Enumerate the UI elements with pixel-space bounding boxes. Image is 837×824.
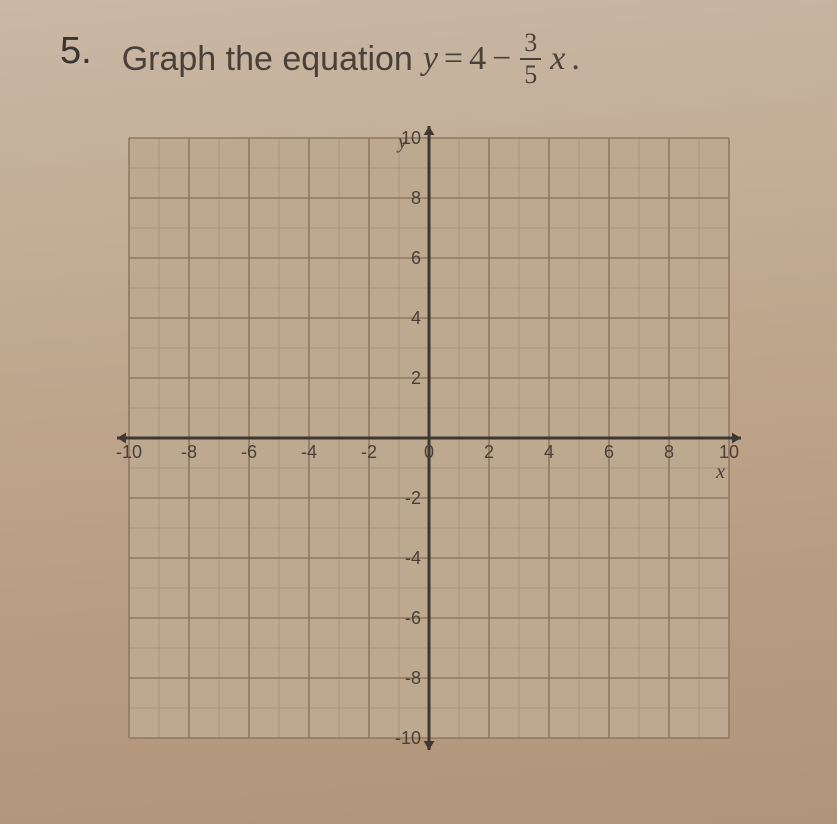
coordinate-grid: -10-8-6-4-20246810246810-2-4-6-8-10yx bbox=[109, 118, 749, 758]
x-tick-label: -6 bbox=[240, 442, 256, 462]
x-tick-label: 0 bbox=[423, 442, 433, 462]
eq-frac-den: 5 bbox=[520, 58, 541, 88]
eq-lhs: y bbox=[423, 40, 438, 78]
eq-minus: − bbox=[492, 40, 511, 78]
y-tick-label: -4 bbox=[404, 548, 420, 568]
eq-frac-num: 3 bbox=[520, 30, 541, 58]
y-tick-label: -6 bbox=[404, 608, 420, 628]
instruction-text: Graph the equation bbox=[122, 40, 413, 79]
x-tick-label: -8 bbox=[180, 442, 196, 462]
x-tick-label: 4 bbox=[543, 442, 553, 462]
x-tick-label: -4 bbox=[300, 442, 316, 462]
problem-header: 5. Graph the equation y = 4 − 3 5 x. bbox=[60, 30, 797, 88]
y-tick-label: -8 bbox=[404, 668, 420, 688]
x-tick-label: 8 bbox=[663, 442, 673, 462]
y-tick-label: 4 bbox=[410, 308, 420, 328]
y-axis-label: y bbox=[396, 131, 407, 153]
equation: y = 4 − 3 5 x. bbox=[423, 30, 580, 88]
problem-number: 5. bbox=[60, 30, 92, 73]
eq-const: 4 bbox=[469, 40, 486, 78]
y-tick-label: -2 bbox=[404, 488, 420, 508]
y-tick-label: 8 bbox=[410, 188, 420, 208]
y-axis-arrow-down bbox=[423, 741, 434, 750]
instruction-line: Graph the equation y = 4 − 3 5 x. bbox=[122, 30, 580, 88]
y-axis-arrow-up bbox=[423, 126, 434, 135]
x-tick-label: -10 bbox=[115, 442, 141, 462]
eq-equals: = bbox=[444, 40, 463, 78]
eq-trail: . bbox=[571, 40, 580, 78]
eq-var: x bbox=[550, 40, 565, 78]
eq-fraction: 3 5 bbox=[520, 30, 541, 88]
y-tick-label: 6 bbox=[410, 248, 420, 268]
x-tick-label: 2 bbox=[483, 442, 493, 462]
y-tick-label: -10 bbox=[394, 728, 420, 748]
x-tick-label: 10 bbox=[718, 442, 738, 462]
worksheet-page: 5. Graph the equation y = 4 − 3 5 x. -10… bbox=[0, 0, 837, 824]
x-tick-label: 6 bbox=[603, 442, 613, 462]
graph-container: -10-8-6-4-20246810246810-2-4-6-8-10yx bbox=[60, 118, 797, 758]
y-tick-label: 2 bbox=[410, 368, 420, 388]
x-axis-label: x bbox=[715, 461, 725, 483]
x-tick-label: -2 bbox=[360, 442, 376, 462]
